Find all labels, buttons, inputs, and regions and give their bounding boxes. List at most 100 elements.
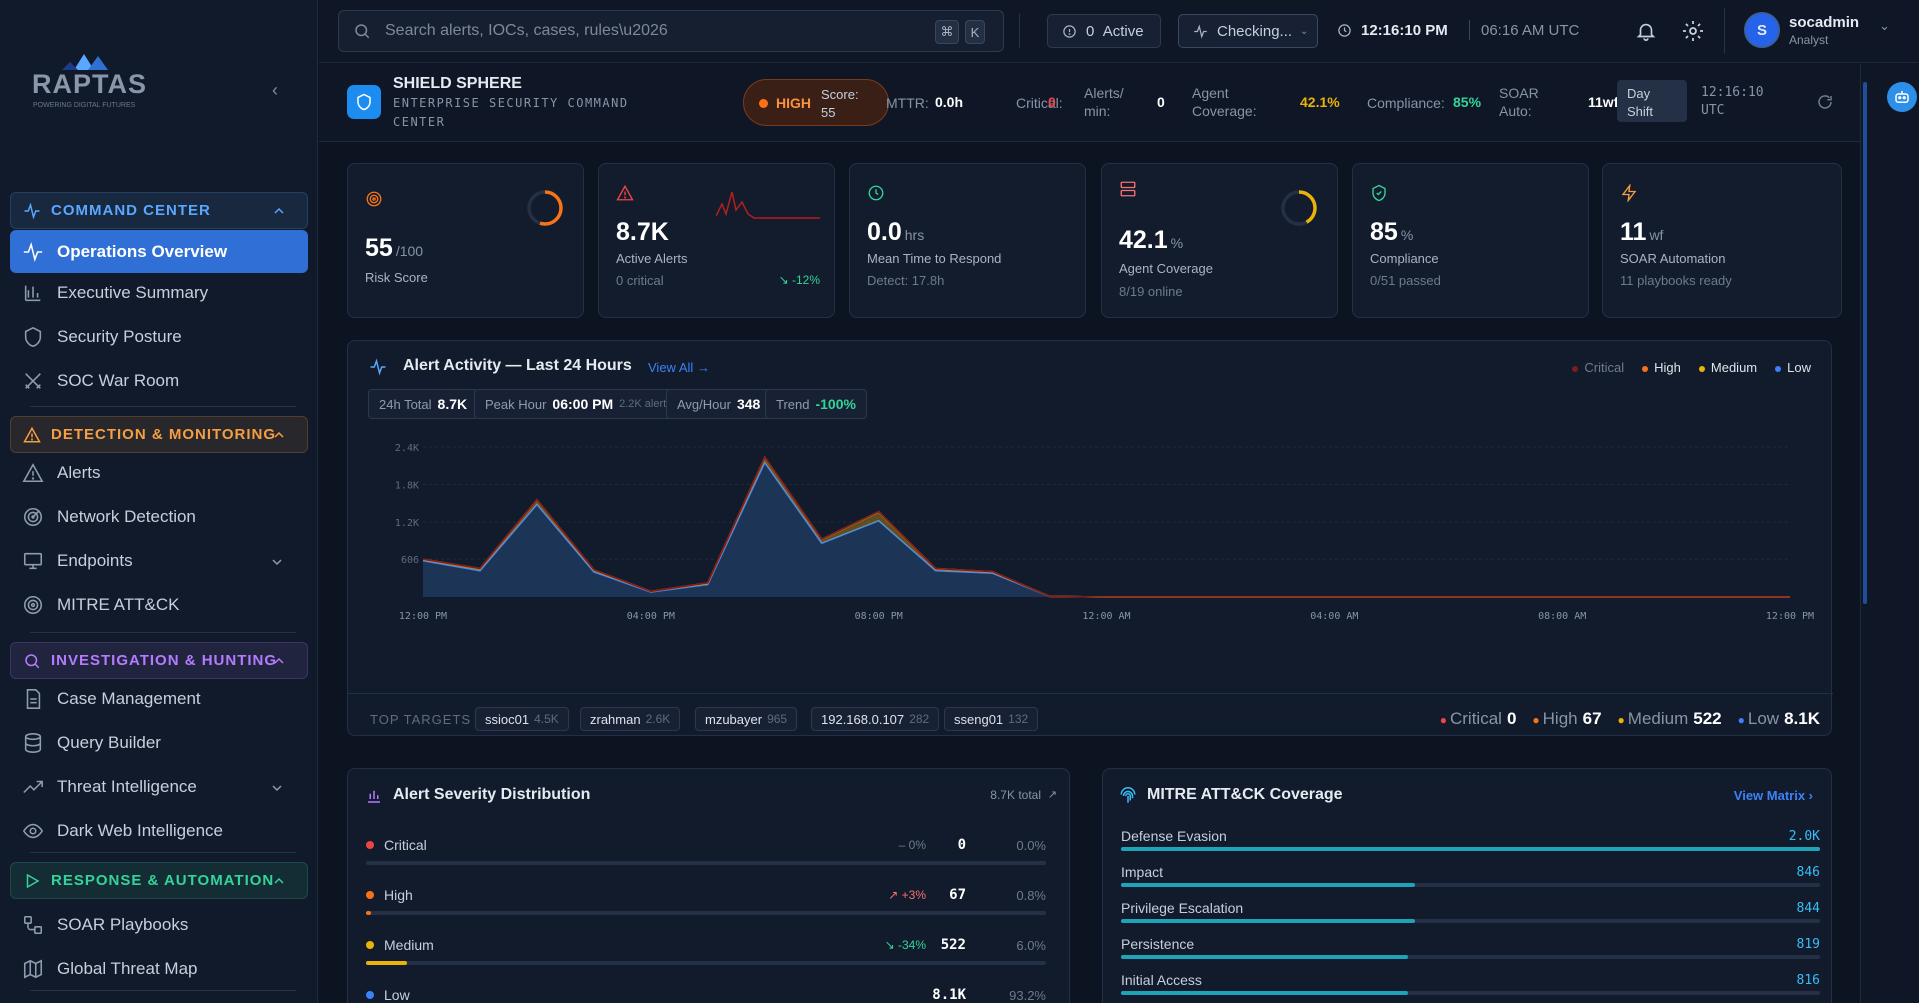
top-target-chip[interactable]: sseng01 132 [944, 707, 1039, 731]
sidebar-item-label: Query Builder [57, 733, 161, 752]
sidebar-item-dark-web-intelligence[interactable]: Dark Web Intelligence [10, 810, 308, 852]
user-menu-chevron-icon[interactable]: ⌄ [1879, 18, 1890, 33]
shield-icon [24, 326, 42, 347]
sidebar-item-threat-intelligence[interactable]: Threat Intelligence [10, 766, 308, 808]
nav-section-2[interactable]: INVESTIGATION & HUNTING [10, 642, 308, 679]
mitre-tactic-row[interactable]: Initial Access 816 [1121, 970, 1820, 1003]
legend-item[interactable]: Critical [1572, 360, 1624, 375]
sidebar-item-soc-war-room[interactable]: SOC War Room [10, 360, 308, 402]
clock-icon [868, 185, 884, 201]
severity-row[interactable]: High ↗ +3% 67 0.8% [366, 884, 1046, 924]
total-value: 8.1K [1784, 709, 1820, 728]
gear-icon[interactable] [1681, 19, 1705, 43]
target-count: 132 [1008, 712, 1029, 726]
sidebar-item-operations-overview[interactable]: Operations Overview [10, 230, 308, 273]
kpi-unit: /100 [395, 243, 424, 259]
kbd-cmd: ⌘ [935, 20, 959, 44]
severity-row[interactable]: Medium ↘ -34% 522 6.0% [366, 934, 1046, 974]
local-time: 12:16:10 PM [1361, 22, 1448, 39]
active-label: Active [1102, 22, 1144, 40]
zap-icon [1621, 184, 1637, 202]
kpi-value: 11 wf [1620, 218, 1663, 247]
score-label: Score: [821, 87, 859, 102]
sidebar-item-security-posture[interactable]: Security Posture [10, 316, 308, 358]
sparkline [716, 191, 820, 219]
kpi-value: 55/100 [365, 234, 423, 263]
nav-section-0[interactable]: COMMAND CENTER [10, 192, 308, 229]
agent-coverage-value: 42.1% [1300, 94, 1340, 110]
legend-dot [1775, 365, 1782, 372]
mttr-label: MTTR: [886, 95, 929, 111]
sidebar-item-endpoints[interactable]: Endpoints [10, 540, 308, 582]
top-target-chip[interactable]: ssioc01 4.5K [475, 707, 569, 731]
search-input[interactable]: Search alerts, IOCs, cases, rules\u2026 … [338, 10, 1004, 52]
top-target-chip[interactable]: zrahman 2.6K [580, 707, 681, 731]
avatar[interactable]: S [1744, 12, 1780, 48]
assistant-bot-icon[interactable] [1887, 82, 1917, 112]
total-dot: ● [1617, 713, 1625, 727]
kpi-card-mean-time-to-respond[interactable]: 0.0 hrs Mean Time to Respond Detect: 17.8h [849, 163, 1086, 318]
sidebar-item-case-management[interactable]: Case Management [10, 678, 308, 720]
legend-item[interactable]: High [1642, 360, 1681, 375]
kpi-card-risk-score[interactable]: 55/100 Risk Score [347, 163, 584, 318]
severity-pct: 0.8% [1016, 888, 1046, 903]
top-target-chip[interactable]: 192.168.0.107 282 [811, 707, 940, 731]
legend-item[interactable]: Low [1775, 360, 1811, 375]
chevron-down-icon [272, 559, 282, 566]
view-all-link[interactable]: View All → [648, 360, 710, 375]
top-target-chip[interactable]: mzubayer 965 [695, 707, 798, 731]
y-tick-label: 1.2K [395, 518, 419, 529]
bell-icon[interactable] [1635, 20, 1657, 42]
severity-row[interactable]: Low 8.1K 93.2% [366, 984, 1046, 1003]
health-check-dropdown[interactable]: Checking... ⌄ [1178, 14, 1318, 48]
sidebar-item-soar-playbooks[interactable]: SOAR Playbooks [10, 904, 308, 946]
stat-chip: Peak Hour 06:00 PM 2.2K alerts [474, 389, 683, 419]
critical-label: Critical: [1016, 95, 1063, 111]
total-dot: ● [1737, 713, 1745, 727]
tactic-name: Privilege Escalation [1121, 900, 1244, 916]
nav-section-3[interactable]: RESPONSE & AUTOMATION [10, 862, 308, 899]
legend-item[interactable]: Medium [1698, 360, 1757, 375]
chevron-up-icon [274, 207, 284, 214]
external-link-icon[interactable]: ↗ [1047, 789, 1057, 801]
sidebar-item-alerts[interactable]: Alerts [10, 452, 308, 494]
severity-totals: ● Critical 0 ● High 67 ● Medium 522 ● Low 8.1K [1440, 709, 1820, 729]
checking-label: Checking... [1217, 22, 1293, 40]
x-tick-label: 12:00 PM [1766, 611, 1814, 622]
kpi-card-active-alerts[interactable]: 8.7K Active Alerts 0 critical ↘ -12% [598, 163, 835, 318]
sidebar-item-global-threat-map[interactable]: Global Threat Map [10, 948, 308, 990]
severity-count: 522 [940, 937, 966, 953]
kpi-card-agent-coverage[interactable]: 42.1% Agent Coverage 8/19 online [1101, 163, 1338, 318]
nav-section-1[interactable]: DETECTION & MONITORING [10, 416, 308, 453]
kpi-card-soar-automation[interactable]: 11 wf SOAR Automation 11 playbooks ready [1602, 163, 1842, 318]
collapse-sidebar-icon[interactable]: ‹ [272, 80, 278, 100]
severity-row[interactable]: Critical – 0% 0 0.0% [366, 834, 1046, 874]
mitre-tactic-row[interactable]: Privilege Escalation 844 [1121, 898, 1820, 934]
user-name[interactable]: socadmin [1789, 14, 1860, 31]
sidebar-item-query-builder[interactable]: Query Builder [10, 722, 308, 764]
refresh-icon[interactable] [1816, 93, 1834, 111]
scrollbar[interactable] [1863, 82, 1867, 604]
stat-chip: 24h Total 8.7K [368, 389, 479, 419]
sidebar-item-mitre-att-ck[interactable]: MITRE ATT&CK [10, 584, 308, 626]
kbd-k: K [965, 20, 985, 44]
severity-bar-fill [366, 961, 407, 965]
brand-logo[interactable]: RAPTAS POWERING DIGITAL FUTURES [32, 48, 162, 118]
mitre-tactic-row[interactable]: Impact 846 [1121, 862, 1820, 898]
kpi-card-compliance[interactable]: 85% Compliance 0/51 passed [1352, 163, 1589, 318]
view-matrix-link[interactable]: View Matrix › [1733, 788, 1813, 803]
sidebar-item-network-detection[interactable]: Network Detection [10, 496, 308, 538]
tactic-bar-fill [1121, 847, 1820, 851]
target-icon [23, 595, 43, 615]
sidebar-item-executive-summary[interactable]: Executive Summary [10, 272, 308, 314]
tactic-count: 844 [1796, 901, 1820, 916]
chip-extra: 2.2K alerts [619, 398, 672, 410]
chevron-up-icon [274, 431, 284, 438]
chip-value: -100% [815, 396, 856, 412]
kpi-number: 8.7K [616, 218, 669, 246]
sidebar-item-label: MITRE ATT&CK [57, 595, 180, 614]
assistant-rail [1860, 64, 1919, 1003]
active-incidents-pill[interactable]: 0 Active [1047, 14, 1161, 48]
mitre-tactic-row[interactable]: Defense Evasion 2.0K [1121, 826, 1820, 862]
mitre-tactic-row[interactable]: Persistence 819 [1121, 934, 1820, 970]
